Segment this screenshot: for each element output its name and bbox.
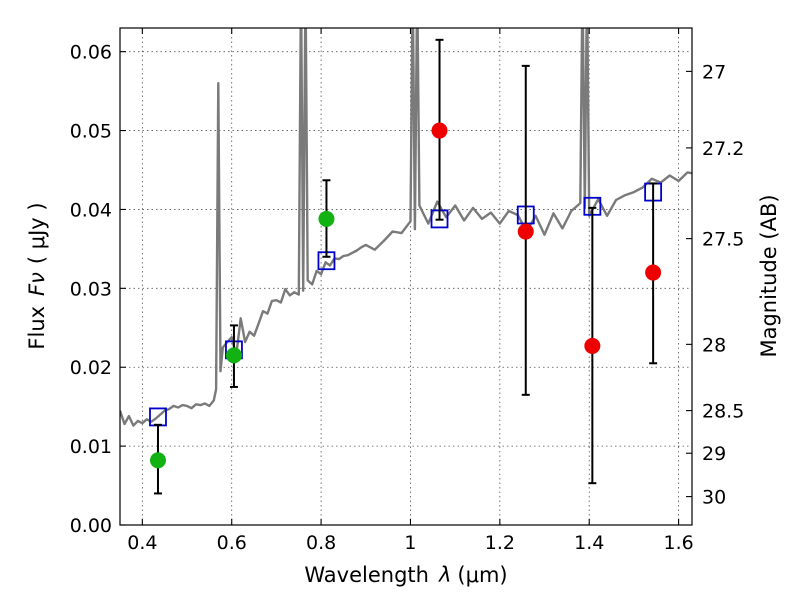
- y2-tick-label: 29: [702, 443, 726, 465]
- x-tick-label: 0.8: [306, 532, 336, 554]
- y-tick-label: 0.02: [70, 357, 112, 379]
- y-tick-label: 0.00: [70, 515, 112, 537]
- spectrum-line: [120, 28, 692, 427]
- y2-tick-label: 30: [702, 487, 726, 509]
- x-axis-label: Wavelength λ (μm): [304, 563, 507, 587]
- y2-tick-label: 28: [702, 334, 726, 356]
- data-point: [645, 264, 662, 281]
- y-tick-label: 0.05: [70, 121, 112, 143]
- x-tick-label: 1.2: [485, 532, 515, 554]
- y-axis-label: FluxFν( μJy ): [25, 202, 49, 349]
- y-tick-label: 0.06: [70, 42, 112, 64]
- y2-tick-label: 28.5: [702, 401, 744, 423]
- data-point: [517, 223, 534, 240]
- grid-lines: [120, 28, 692, 526]
- y2-tick-label: 27.2: [702, 138, 744, 160]
- plot-frame: [119, 27, 693, 526]
- data-point: [149, 452, 166, 469]
- y-tick-label: 0.03: [70, 278, 112, 300]
- x-tick-label: 1.6: [663, 532, 693, 554]
- data-area: [120, 28, 692, 495]
- y-tick-label: 0.04: [70, 199, 112, 221]
- axis-ticks: 0.4 0.6 0.8 1 1.2 1.4 1.6 0.00 0.01 0.02 0.03 0.04 0…: [70, 28, 744, 554]
- x-tick-label: 0.4: [127, 532, 157, 554]
- data-point: [318, 210, 335, 227]
- y2-tick-label: 27: [702, 61, 726, 83]
- y2-tick-label: 27.5: [702, 229, 744, 251]
- x-tick-label: 0.6: [217, 532, 247, 554]
- x-tick-label: 1.4: [574, 532, 604, 554]
- y-tick-label: 0.01: [70, 436, 112, 458]
- data-point: [431, 122, 448, 139]
- x-tick-label: 1: [404, 532, 416, 554]
- data-point: [225, 347, 242, 364]
- y2-axis-label: Magnitude (AB): [757, 194, 781, 357]
- data-point: [584, 337, 601, 354]
